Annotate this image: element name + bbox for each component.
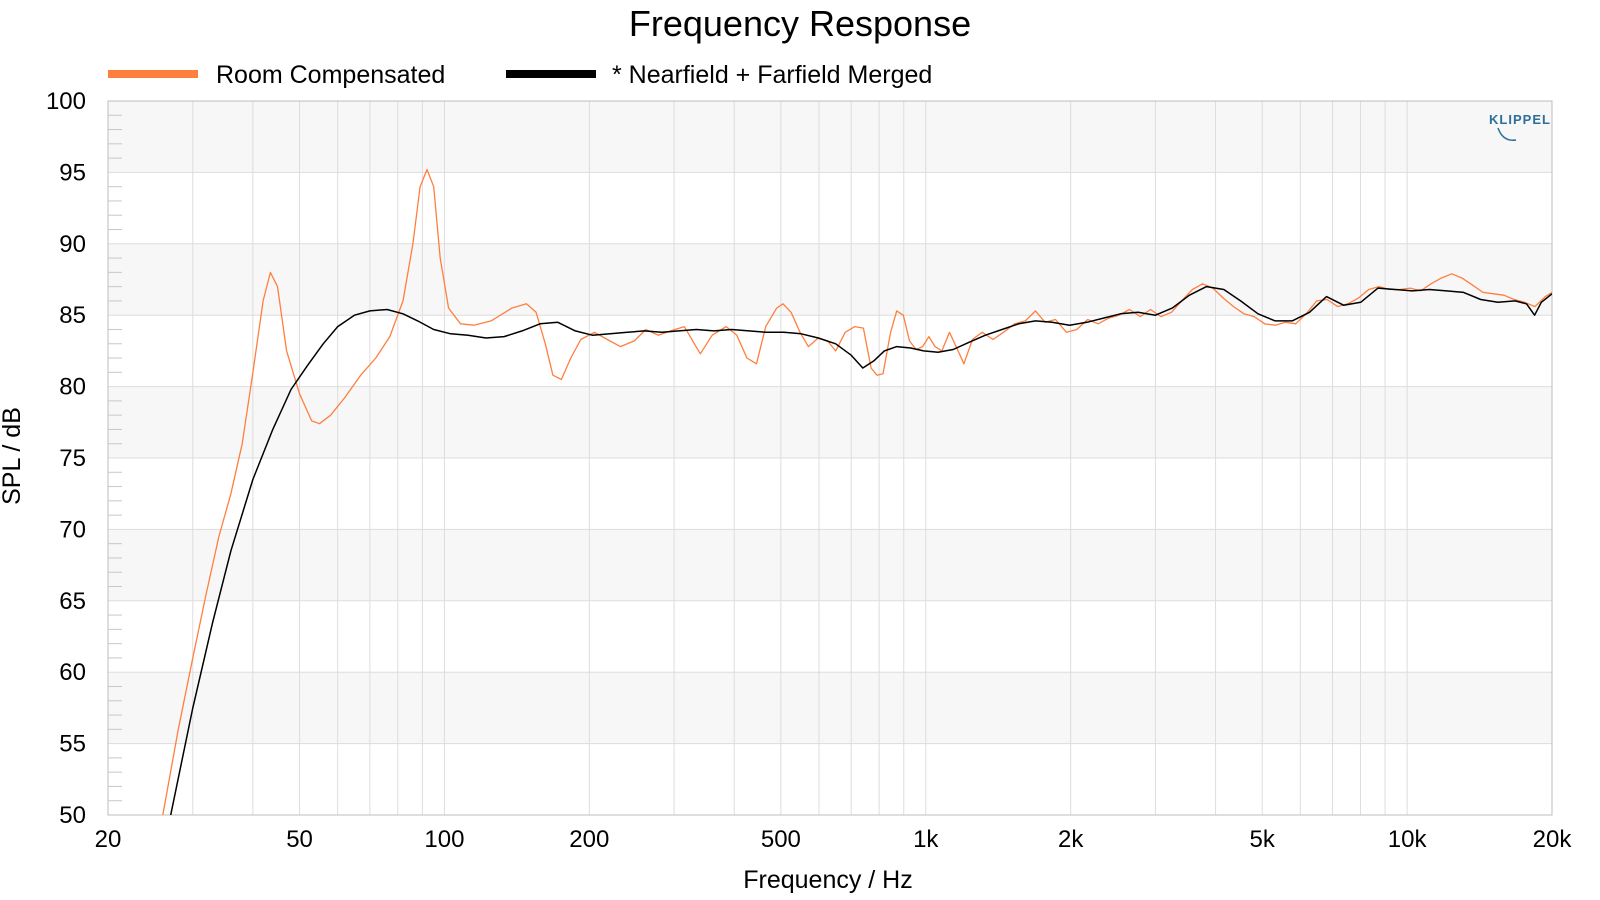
plot-band bbox=[108, 386, 1552, 458]
y-tick-label: 85 bbox=[59, 302, 86, 329]
x-tick-label: 2k bbox=[1058, 826, 1084, 853]
y-minor-ticks bbox=[108, 114, 122, 802]
x-tick-label: 200 bbox=[569, 826, 609, 853]
y-tick-label: 100 bbox=[46, 88, 86, 115]
x-tick-label: 20 bbox=[95, 826, 122, 853]
y-tick-label: 55 bbox=[59, 731, 86, 758]
y-tick-label: 65 bbox=[59, 588, 86, 615]
y-axis-label: SPL / dB bbox=[0, 407, 26, 505]
y-tick-label: 80 bbox=[59, 374, 86, 401]
y-tick-label: 90 bbox=[59, 231, 86, 258]
plot-band bbox=[108, 672, 1552, 744]
y-tick-label: 95 bbox=[59, 159, 86, 186]
legend: Room Compensated * Nearfield + Farfield … bbox=[108, 61, 932, 89]
legend-swatch-merged bbox=[506, 70, 596, 78]
x-axis-label: Frequency / Hz bbox=[743, 866, 913, 894]
data-series bbox=[162, 168, 1552, 815]
legend-label-merged: * Nearfield + Farfield Merged bbox=[612, 61, 932, 89]
y-tick-label: 50 bbox=[59, 802, 86, 829]
grid-lines bbox=[107, 100, 1553, 816]
x-tick-label: 5k bbox=[1250, 826, 1276, 853]
x-tick-label: 20k bbox=[1533, 826, 1573, 853]
klippel-logo-swoosh bbox=[1497, 127, 1517, 141]
klippel-logo-text: KLIPPEL bbox=[1489, 112, 1551, 127]
y-tick-label: 60 bbox=[59, 659, 86, 686]
klippel-logo: KLIPPEL bbox=[1489, 112, 1551, 141]
y-tick-label: 75 bbox=[59, 445, 86, 472]
series-line-merged bbox=[169, 285, 1552, 815]
plot-band bbox=[108, 529, 1552, 601]
legend-swatch-room-compensated bbox=[108, 70, 198, 78]
y-tick-label: 70 bbox=[59, 516, 86, 543]
x-tick-label: 50 bbox=[286, 826, 313, 853]
x-tick-label: 1k bbox=[913, 826, 939, 853]
plot-band bbox=[108, 243, 1552, 316]
x-tick-label: 10k bbox=[1388, 826, 1428, 853]
plot-frame bbox=[107, 100, 1553, 816]
x-tick-label: 500 bbox=[761, 826, 801, 853]
x-tick-label: 100 bbox=[424, 826, 464, 853]
chart-title: Frequency Response bbox=[629, 3, 971, 44]
series-line-room-compensated bbox=[162, 168, 1552, 815]
legend-label-room-compensated: Room Compensated bbox=[216, 61, 445, 89]
x-tick-labels: 20 50 100 200 500 1k 2k 5k 10k 20k bbox=[95, 826, 1573, 853]
plot-band bbox=[108, 101, 1552, 173]
plot-bands bbox=[108, 101, 1552, 744]
y-tick-labels: 50 55 60 65 70 75 80 85 90 95 100 bbox=[46, 88, 86, 829]
